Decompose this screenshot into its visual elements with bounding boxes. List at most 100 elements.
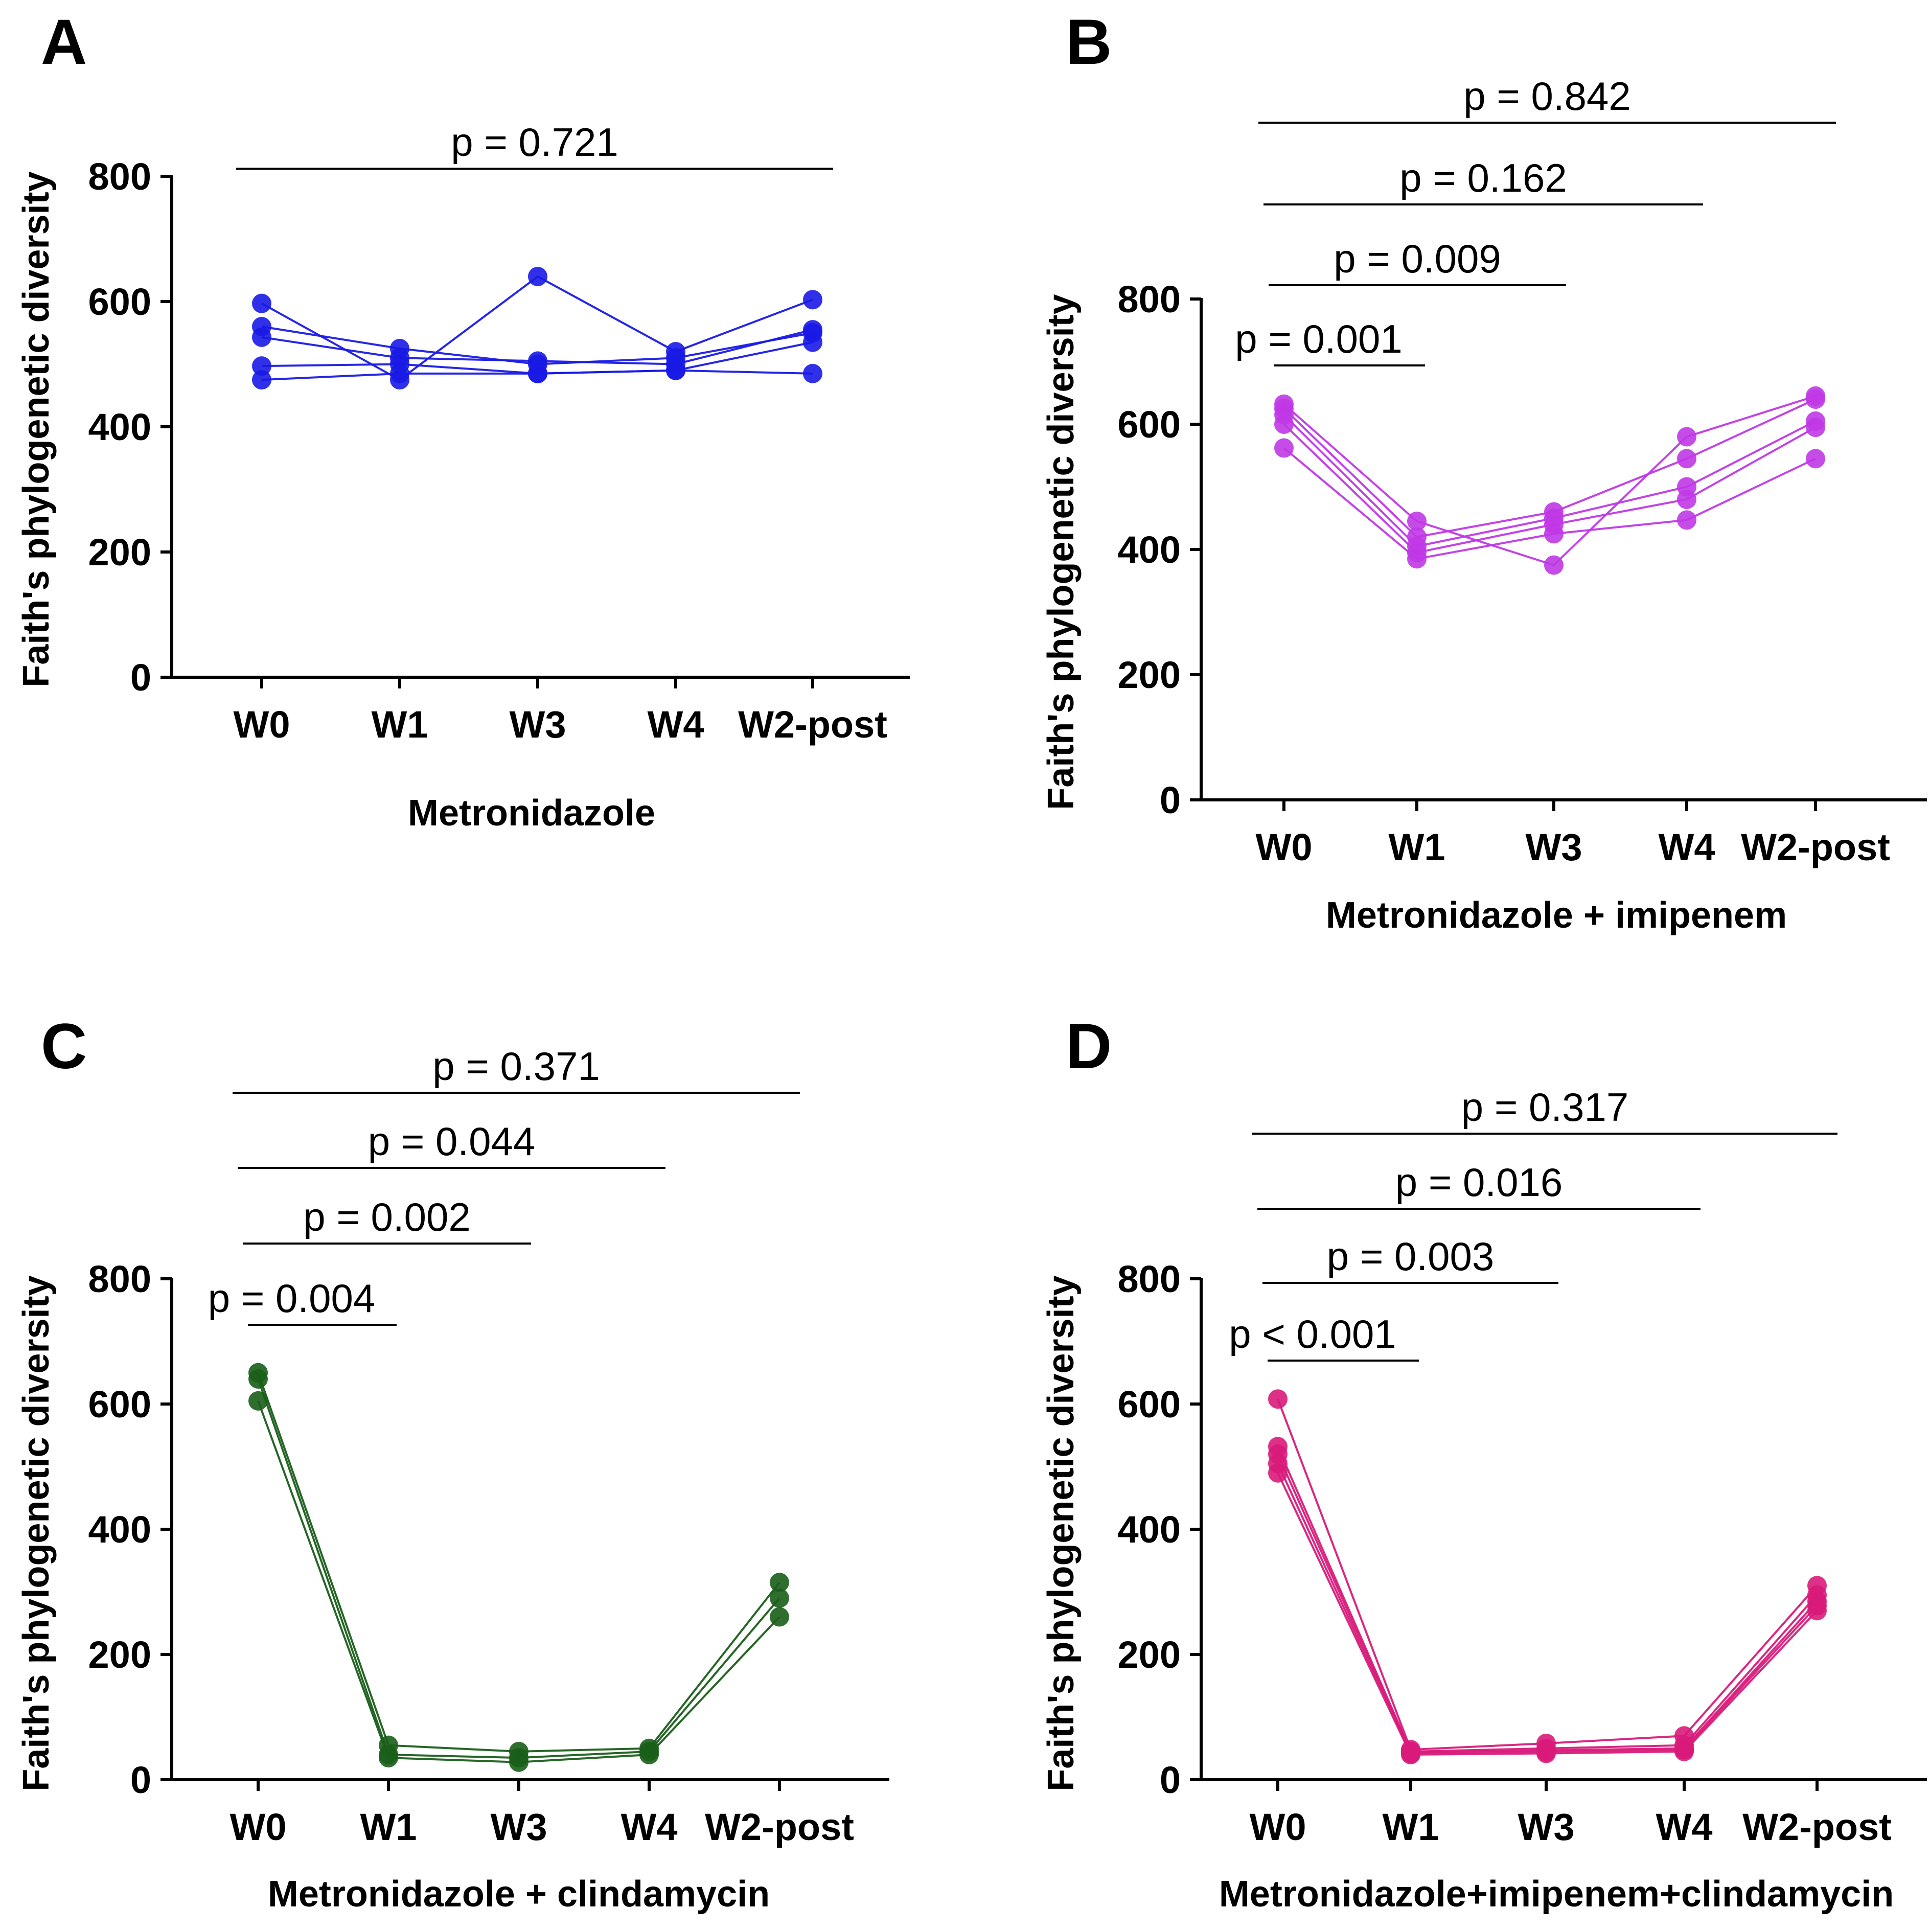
y-tick-label: 0: [130, 656, 151, 699]
x-tick-label: W0: [1256, 826, 1313, 868]
x-axis-title: Metronidazole + clindamycin: [268, 1874, 770, 1915]
data-point: [1806, 418, 1825, 438]
series-line: [257, 1400, 780, 1763]
data-point: [1268, 1463, 1288, 1483]
series-line: [1277, 1446, 1818, 1753]
data-point: [1407, 549, 1427, 569]
data-point: [1806, 389, 1825, 409]
data-point: [528, 363, 547, 383]
x-tick-label: W0: [1250, 1806, 1306, 1848]
y-tick-label: 200: [1118, 654, 1181, 696]
y-tick-label: 0: [130, 1759, 151, 1801]
data-point: [803, 363, 822, 383]
panel-letter: D: [1066, 1011, 1112, 1082]
panel-c: C Faith's phylogenetic diversity Metroni…: [16, 1011, 889, 1915]
y-tick-label: 0: [1160, 1759, 1181, 1801]
p-value-label: p = 0.002: [303, 1194, 470, 1239]
x-tick-label: W3: [510, 703, 566, 746]
x-tick-label: W1: [360, 1806, 417, 1848]
data-point: [1677, 510, 1696, 530]
x-tick-label: W4: [648, 703, 704, 746]
y-tick-label: 800: [1118, 278, 1181, 320]
series-line: [1277, 1463, 1818, 1755]
panel-d: D Faith's phylogenetic diversity Metroni…: [1041, 1011, 1927, 1915]
data-point: [252, 370, 271, 390]
data-point: [803, 290, 822, 310]
x-tick-label: W0: [234, 703, 290, 746]
panel-b: B Faith's phylogenetic diversity Metroni…: [1041, 7, 1927, 936]
data-point: [1268, 1389, 1288, 1409]
data-point: [1677, 449, 1696, 469]
y-tick-label: 200: [88, 1634, 151, 1676]
p-value-label: p = 0.317: [1461, 1085, 1628, 1130]
y-axis-title: Faith's phylogenetic diversity: [1041, 1275, 1082, 1791]
data-point: [666, 360, 685, 380]
y-tick-label: 600: [88, 1383, 151, 1425]
data-point: [1677, 427, 1696, 447]
data-point: [528, 267, 547, 286]
data-point: [770, 1607, 789, 1627]
x-tick-label: W2-post: [1741, 826, 1890, 868]
data-point: [252, 356, 271, 376]
x-tick-label: W1: [1389, 826, 1445, 868]
data-point: [379, 1748, 398, 1768]
data-point: [1807, 1601, 1827, 1621]
panel-letter: C: [41, 1011, 87, 1082]
x-tick-label: W1: [1383, 1806, 1439, 1848]
y-axis-title: Faith's phylogenetic diversity: [1041, 294, 1082, 810]
y-tick-label: 800: [1118, 1258, 1181, 1300]
x-axis-title: Metronidazole+imipenem+clindamycin: [1219, 1874, 1894, 1915]
data-point: [1407, 511, 1427, 531]
p-value-label: p = 0.003: [1327, 1234, 1494, 1279]
p-value-label: p = 0.162: [1399, 155, 1567, 200]
data-point: [770, 1573, 789, 1593]
y-tick-label: 600: [1118, 1383, 1181, 1425]
data-point: [1274, 415, 1294, 434]
x-tick-label: W4: [1656, 1806, 1713, 1848]
x-tick-label: W0: [230, 1806, 287, 1848]
x-tick-label: W2-post: [1742, 1806, 1892, 1848]
data-point: [1401, 1745, 1420, 1764]
y-axis-title: Faith's phylogenetic diversity: [16, 171, 57, 687]
x-tick-label: W1: [372, 703, 428, 746]
data-point: [1536, 1743, 1556, 1763]
data-point: [252, 293, 271, 313]
y-tick-label: 0: [1160, 779, 1181, 821]
x-tick-label: W3: [1518, 1806, 1575, 1848]
series-line: [1277, 1454, 1818, 1754]
data-point: [1674, 1741, 1694, 1761]
y-tick-label: 400: [1118, 1508, 1181, 1551]
data-point: [1544, 555, 1564, 575]
data-point: [509, 1752, 529, 1772]
data-point: [1806, 449, 1825, 469]
data-point: [639, 1745, 659, 1764]
panel-letter: B: [1066, 7, 1112, 78]
p-value-label: p < 0.001: [1229, 1312, 1396, 1356]
data-point: [803, 332, 822, 352]
x-axis-title: Metronidazole + imipenem: [1326, 895, 1787, 936]
panel-letter: A: [41, 7, 87, 78]
p-value-label: p = 0.044: [368, 1119, 535, 1164]
p-value-label: p = 0.004: [208, 1276, 375, 1321]
p-value-label: p = 0.371: [432, 1044, 600, 1089]
y-tick-label: 400: [88, 1508, 151, 1551]
y-tick-label: 600: [1118, 403, 1181, 446]
p-value-label: p = 0.009: [1334, 236, 1501, 281]
x-tick-label: W3: [1526, 826, 1582, 868]
data-point: [1274, 438, 1294, 458]
data-point: [252, 327, 271, 347]
data-point: [770, 1588, 789, 1608]
x-tick-label: W2-post: [705, 1806, 854, 1848]
y-tick-label: 200: [88, 531, 151, 573]
x-axis-title: Metronidazole: [408, 793, 655, 834]
x-tick-label: W4: [621, 1806, 678, 1848]
x-tick-label: W2-post: [738, 703, 887, 746]
y-tick-label: 800: [88, 155, 151, 198]
data-point: [1544, 524, 1564, 544]
y-tick-label: 400: [88, 406, 151, 448]
p-value-label: p = 0.721: [451, 120, 618, 165]
panel-a: A Faith's phylogenetic diversity Metroni…: [16, 7, 910, 834]
y-tick-label: 600: [88, 281, 151, 323]
p-value-label: p = 0.016: [1395, 1160, 1563, 1205]
